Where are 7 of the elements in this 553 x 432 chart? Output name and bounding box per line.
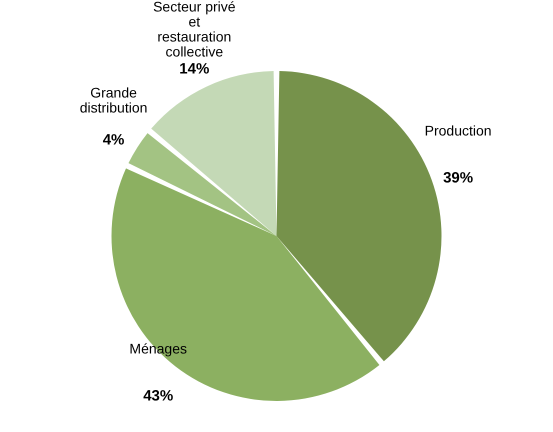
slice-label: Secteur privé et restauration collective	[153, 0, 236, 60]
data-label: 39%	[443, 170, 474, 187]
data-label: 4%	[102, 132, 124, 149]
slice-label: Production	[424, 122, 492, 139]
slice-label: Grande distribution	[80, 84, 148, 116]
data-label: 43%	[143, 388, 174, 404]
data-label: 14%	[179, 60, 210, 78]
